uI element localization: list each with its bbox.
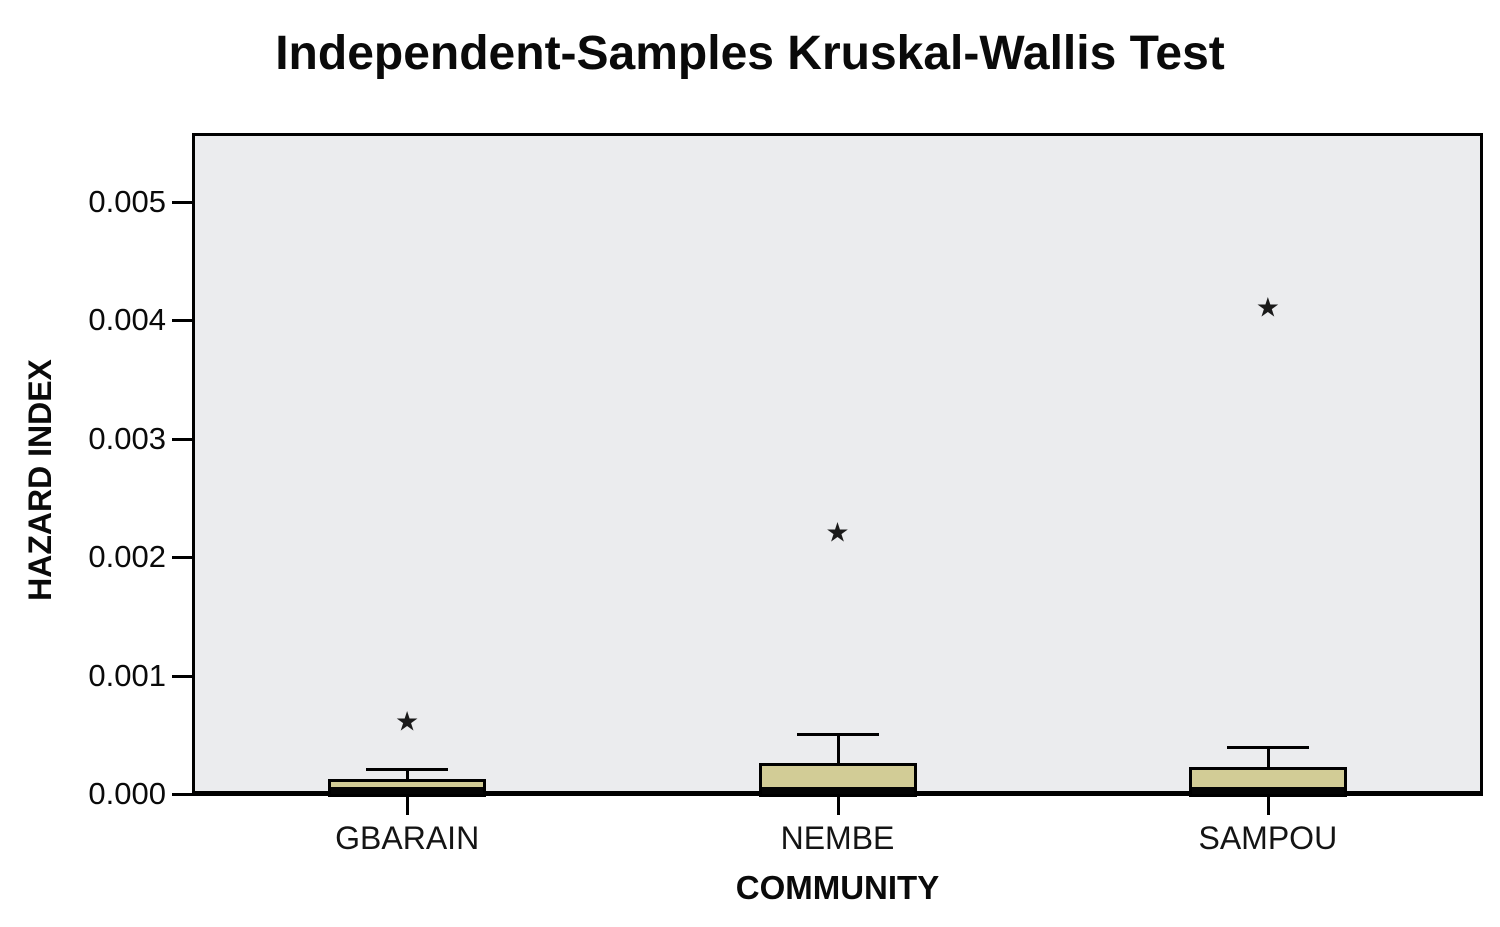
whisker-line [406, 769, 410, 779]
whisker-cap [366, 768, 449, 772]
chart-title: Independent-Samples Kruskal-Wallis Test [275, 27, 1225, 80]
whisker-cap [1226, 745, 1309, 749]
category-label: GBARAIN [335, 820, 480, 856]
median-line [761, 786, 914, 794]
y-axis-title: HAZARD INDEX [22, 359, 58, 601]
y-tick-mark [172, 674, 192, 678]
y-tick-label: 0.001 [88, 657, 166, 693]
whisker-line [1266, 746, 1270, 767]
box [758, 763, 917, 797]
y-tick-mark [172, 437, 192, 441]
y-tick-label: 0.005 [88, 184, 166, 219]
whisker-cap [796, 732, 879, 736]
category-tick-mark [836, 794, 840, 815]
y-tick-mark [172, 319, 192, 323]
outlier-star: ★ [825, 516, 850, 547]
outlier-star: ★ [395, 706, 420, 737]
median-line [1191, 786, 1344, 794]
box [328, 778, 487, 797]
y-tick-mark [172, 556, 192, 560]
y-tick-mark [172, 793, 192, 796]
box [1188, 766, 1347, 797]
x-axis-title: COMMUNITY [735, 869, 940, 906]
category-tick-mark [1266, 794, 1270, 815]
category-label: NEMBE [780, 820, 895, 856]
y-tick-label: 0.002 [88, 539, 166, 575]
y-tick-mark [172, 201, 192, 204]
y-tick-label: 0.000 [88, 776, 166, 811]
y-tick-label: 0.004 [88, 302, 166, 338]
median-line [331, 786, 484, 794]
outlier-star: ★ [1255, 291, 1280, 322]
category-tick-mark [406, 794, 410, 815]
y-tick-label: 0.003 [88, 420, 166, 456]
category-label: SAMPOU [1198, 820, 1338, 856]
whisker-line [836, 733, 840, 764]
plot-area [192, 133, 1483, 796]
